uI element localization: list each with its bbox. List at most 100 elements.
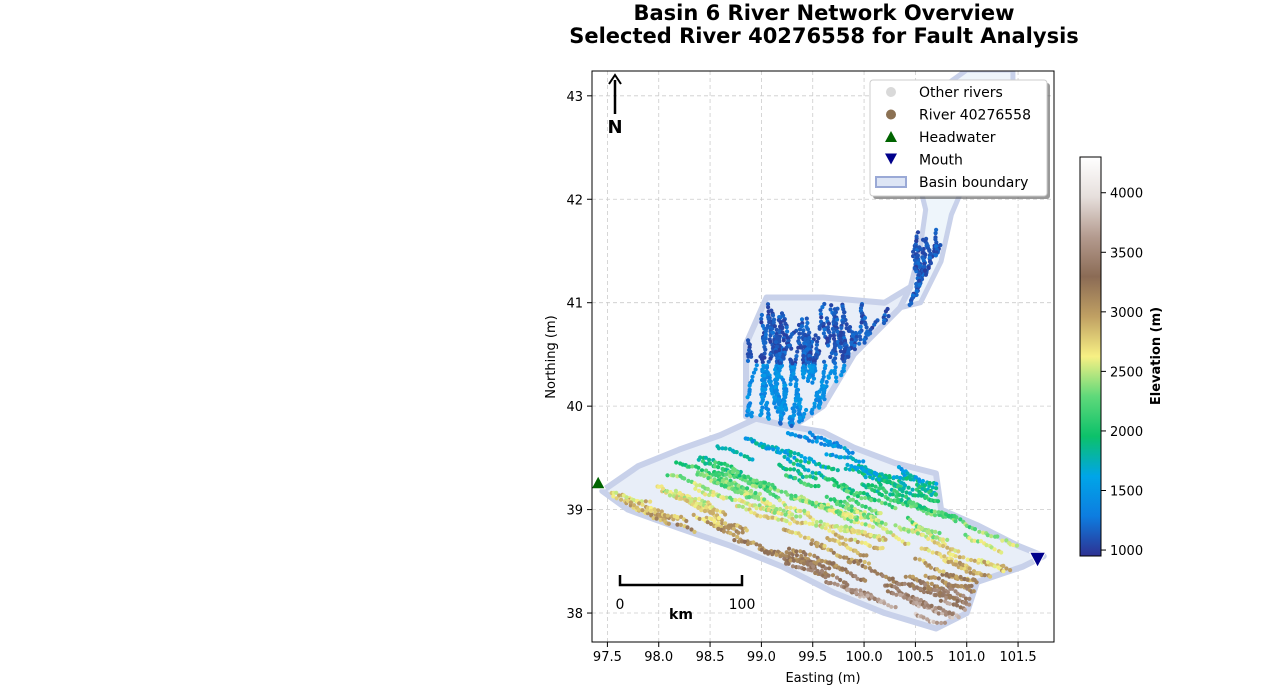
river-point (797, 401, 802, 406)
colorbar-tick-label: 1500 (1110, 484, 1143, 499)
river-point (876, 498, 882, 503)
river-point (932, 513, 938, 518)
river-point (737, 504, 742, 509)
river-point (865, 593, 870, 598)
river-point (919, 493, 924, 498)
river-point (920, 478, 926, 484)
river-point (853, 590, 859, 595)
river-point (740, 530, 745, 535)
river-point (758, 413, 763, 418)
river-point (821, 321, 826, 326)
river-point (836, 484, 841, 489)
river-point (846, 351, 851, 356)
river-point (868, 327, 873, 332)
river-point (933, 593, 939, 598)
river-point (953, 554, 958, 559)
river-point (954, 574, 959, 579)
river-point (877, 486, 882, 491)
river-point (713, 460, 718, 465)
river-point (692, 529, 697, 535)
river-point (864, 553, 869, 558)
scale-bar: 0 100 km (616, 575, 755, 623)
river-point (816, 435, 821, 440)
river-point (887, 576, 892, 581)
river-point (982, 573, 987, 578)
river-point (673, 488, 679, 493)
river-point (951, 583, 956, 589)
river-point (787, 521, 793, 526)
x-tick-label: 99.0 (747, 650, 776, 665)
river-point (780, 326, 785, 331)
river-point (767, 446, 772, 451)
river-point (826, 573, 831, 578)
x-tick-label: 100.0 (845, 650, 882, 665)
river-point (842, 349, 847, 354)
chart-title: Basin 6 River Network Overview (633, 1, 1014, 25)
river-point (967, 602, 972, 607)
river-point (804, 499, 809, 504)
river-point (791, 409, 796, 415)
river-point (839, 325, 844, 330)
river-point (880, 573, 885, 579)
river-point (716, 520, 721, 526)
river-point (809, 541, 814, 547)
river-point (863, 565, 868, 570)
river-point (788, 505, 793, 510)
river-point (824, 494, 829, 499)
river-point (665, 513, 671, 518)
river-point (910, 529, 916, 534)
river-point (888, 498, 893, 503)
river-point (783, 395, 788, 400)
river-point (848, 560, 853, 565)
river-point (737, 473, 742, 478)
river-point (796, 411, 801, 416)
river-point (878, 510, 883, 516)
river-point (773, 340, 779, 345)
river-point (730, 497, 735, 502)
river-point (774, 552, 779, 557)
river-point (869, 498, 874, 503)
river-point (870, 524, 876, 530)
river-point (772, 510, 777, 515)
river-point (896, 537, 902, 542)
river-point (906, 541, 911, 546)
scale-start-label: 0 (616, 597, 625, 613)
river-point (637, 501, 642, 506)
river-point (830, 573, 836, 578)
river-point (907, 491, 913, 496)
river-point (685, 498, 690, 503)
river-point (801, 561, 807, 566)
river-point (661, 486, 666, 491)
river-point (847, 497, 853, 502)
river-point (799, 454, 804, 459)
river-point (822, 327, 827, 332)
river-point (836, 565, 842, 570)
river-point (809, 457, 814, 462)
river-point (945, 545, 950, 550)
river-point (777, 368, 782, 373)
river-point (880, 545, 885, 551)
river-point (941, 543, 946, 549)
river-point (831, 550, 836, 555)
river-point (800, 357, 806, 362)
river-point (917, 557, 922, 562)
river-point (916, 477, 922, 482)
river-point (933, 492, 938, 497)
river-point (903, 541, 908, 547)
river-point (938, 598, 944, 603)
river-point (874, 472, 879, 477)
river-point (1014, 543, 1020, 548)
river-point (844, 513, 849, 518)
river-point (750, 457, 755, 462)
river-point (716, 446, 722, 451)
river-point (935, 499, 941, 504)
river-point (803, 459, 808, 464)
river-point (809, 411, 815, 416)
river-point (821, 374, 826, 379)
river-point (715, 480, 720, 485)
river-point (992, 564, 997, 569)
river-point (791, 368, 796, 373)
river-point (791, 558, 797, 563)
river-point (766, 305, 771, 310)
river-point (777, 498, 782, 503)
